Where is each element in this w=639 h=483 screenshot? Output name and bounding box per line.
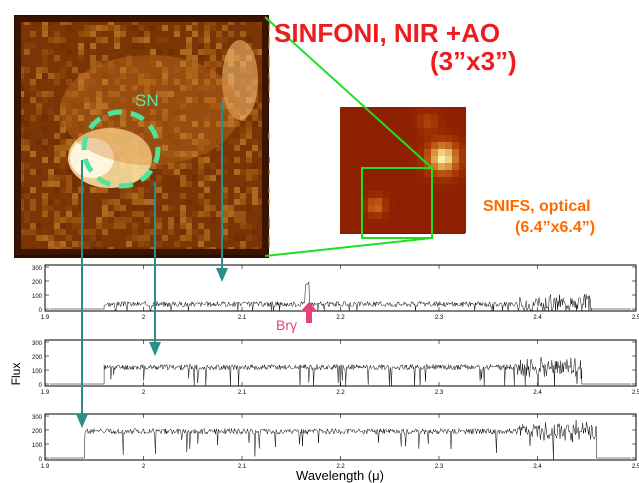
x-tick-label: 2.5 [632,464,639,470]
x-tick-label: 2.5 [632,390,639,396]
spectrum-panel: 300 200 100 01.9 2 2.1 2.2 2.3 2.4 2.5 [32,264,639,321]
sn-marker [81,109,161,189]
x-tick-label: 2.4 [533,464,542,470]
y-tick-label: 200 [32,429,43,435]
spectrum-panel: 300 200 100 01.9 2 2.1 2.2 2.3 2.4 2.5 [32,339,639,396]
x-tick-label: 1.9 [41,315,50,321]
y-tick-label: 300 [32,266,43,272]
spectrum-trace [49,357,632,386]
sinfoni-fov: (3”x3”) [430,46,517,76]
snifs-title: SNIFS, optical [483,198,591,215]
pointer-arrows [76,102,228,428]
brgamma-marker [301,302,317,323]
snifs-fov: (6.4”x6.4”) [515,219,595,236]
sinfoni-image [14,15,270,258]
snifs-image [340,107,466,234]
x-tick-label: 2.3 [435,464,444,470]
flux-axis-label: Flux [9,363,23,386]
x-tick-label: 2.3 [435,390,444,396]
y-tick-label: 200 [32,355,43,361]
x-tick-label: 2.3 [435,315,444,321]
x-tick-label: 2.4 [533,315,542,321]
brgamma-label: Brγ [276,317,297,333]
y-tick-label: 100 [32,294,43,300]
y-tick-label: 100 [32,369,43,375]
x-tick-label: 2.1 [238,390,247,396]
x-tick-label: 2.1 [238,464,247,470]
wavelength-axis-label: Wavelength (μ) [296,468,384,483]
y-tick-label: 100 [32,443,43,449]
y-tick-label: 0 [39,308,43,314]
spectrum-trace [49,420,632,460]
x-tick-label: 2.4 [533,390,542,396]
zoom-connector-bottom [264,237,433,257]
x-tick-label: 2.5 [632,315,639,321]
zoom-connector-top [264,16,433,169]
y-tick-label: 0 [39,457,43,463]
y-tick-label: 300 [32,415,43,421]
sn-label: SN [135,91,159,110]
x-tick-label: 1.9 [41,464,50,470]
y-tick-label: 0 [39,383,43,389]
snifs-zoom-box [361,167,433,239]
x-tick-label: 2 [142,315,146,321]
sinfoni-title: SINFONI, NIR +AO [274,18,500,48]
spectrum-panel: 300 200 100 01.9 2 2.1 2.2 2.3 2.4 2.5 [32,413,639,470]
x-tick-label: 2 [142,464,146,470]
spectrum-trace [49,281,632,312]
x-tick-label: 1.9 [41,390,50,396]
y-tick-label: 300 [32,341,43,347]
x-tick-label: 2.2 [336,315,345,321]
x-tick-label: 2 [142,390,146,396]
x-tick-label: 2.1 [238,315,247,321]
x-tick-label: 2.2 [336,464,345,470]
y-tick-label: 200 [32,280,43,286]
x-tick-label: 2.2 [336,390,345,396]
